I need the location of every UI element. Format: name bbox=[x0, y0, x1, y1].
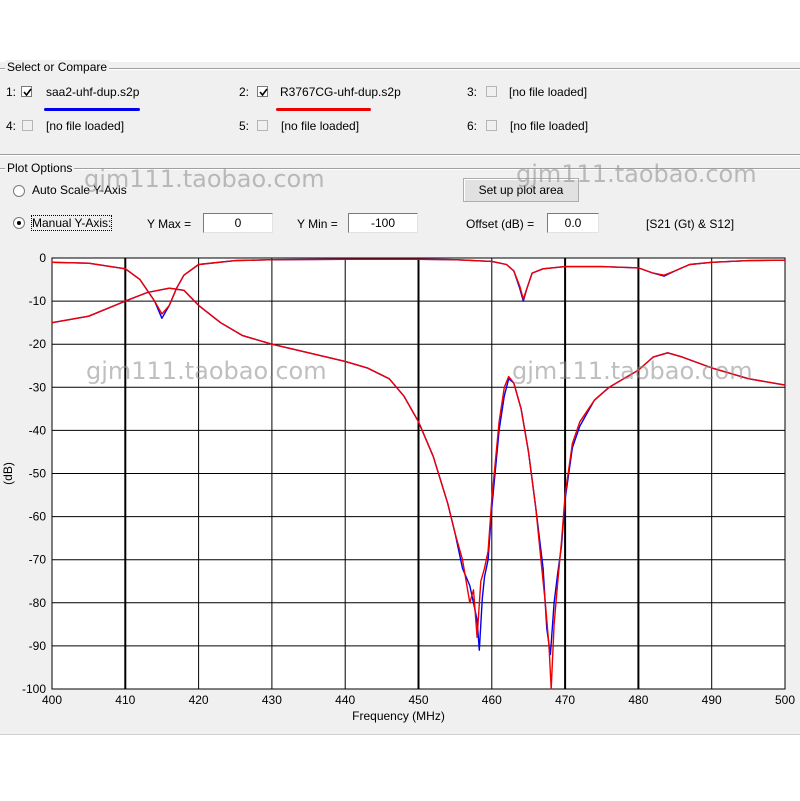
setup-plot-area-button[interactable]: Set up plot area bbox=[463, 178, 579, 202]
y-tick-label: -100 bbox=[22, 682, 46, 696]
auto-scale-radio[interactable] bbox=[13, 185, 25, 197]
y-tick-label: -40 bbox=[29, 423, 47, 437]
slot-1-color-swatch bbox=[44, 108, 140, 111]
slot-4-checkbox[interactable] bbox=[22, 120, 33, 131]
slot-3-number: 3: bbox=[467, 85, 478, 99]
plot-frame bbox=[51, 257, 786, 690]
x-tick-label: 450 bbox=[408, 693, 428, 707]
x-tick-label: 430 bbox=[262, 693, 282, 707]
x-tick-label: 500 bbox=[775, 693, 795, 707]
slot-2-checkbox[interactable] bbox=[257, 86, 268, 97]
auto-scale-label: Auto Scale Y-Axis bbox=[32, 183, 127, 197]
offset-label: Offset (dB) = bbox=[466, 217, 535, 231]
ymax-input[interactable]: 0 bbox=[203, 213, 273, 233]
y-tick-label: -50 bbox=[29, 467, 47, 481]
x-tick-label: 410 bbox=[115, 693, 135, 707]
slot-2-number: 2: bbox=[239, 85, 250, 99]
y-tick-label: -90 bbox=[29, 639, 47, 653]
ymin-label: Y Min = bbox=[297, 217, 338, 231]
divider-line bbox=[0, 154, 800, 156]
x-tick-label: 470 bbox=[555, 693, 575, 707]
plot-options-panel: Plot Options Auto Scale Y-Axis Manual Y-… bbox=[0, 154, 800, 252]
slot-2-color-swatch bbox=[276, 108, 371, 111]
group-frame-top bbox=[0, 168, 800, 170]
y-tick-label: -60 bbox=[29, 510, 47, 524]
group-frame-top bbox=[0, 68, 800, 70]
top-margin bbox=[0, 0, 800, 62]
checkmark-icon bbox=[23, 88, 32, 97]
plot-options-title: Plot Options bbox=[5, 161, 75, 175]
slot-5-file-label: [no file loaded] bbox=[281, 119, 360, 133]
slot-1-file-label: saa2-uhf-dup.s2p bbox=[46, 85, 140, 99]
slot-6-number: 6: bbox=[467, 119, 478, 133]
plot-area: 400 410 420 430 440 450 460 470 480 490 500 0 -10 -20… bbox=[0, 251, 800, 734]
radio-selected-dot bbox=[17, 221, 21, 225]
x-tick-label: 440 bbox=[335, 693, 355, 707]
series-line-4 bbox=[51, 258, 786, 315]
y-tick-label: -10 bbox=[29, 294, 47, 308]
slot-6-file-label: [no file loaded] bbox=[510, 119, 589, 133]
select-group-title: Select or Compare bbox=[5, 60, 110, 74]
trace-mode-label: [S21 (Gt) & S12] bbox=[646, 217, 735, 231]
checkmark-icon bbox=[259, 88, 268, 97]
select-compare-panel: Select or Compare 1: saa2-uhf-dup.s2p 2:… bbox=[0, 60, 800, 154]
y-tick-label: -70 bbox=[29, 553, 47, 567]
y-tick-label: -20 bbox=[29, 337, 47, 351]
slot-4-file-label: [no file loaded] bbox=[46, 119, 125, 133]
series-line-2 bbox=[51, 287, 786, 690]
ymin-input[interactable]: -100 bbox=[348, 213, 418, 233]
ymax-label: Y Max = bbox=[147, 217, 192, 231]
y-tick-label: -80 bbox=[29, 596, 47, 610]
x-tick-label: 460 bbox=[482, 693, 502, 707]
x-tick-label: 480 bbox=[628, 693, 648, 707]
manual-y-axis-radio[interactable] bbox=[13, 217, 25, 229]
slot-2-file-label: R3767CG-uhf-dup.s2p bbox=[280, 85, 401, 99]
slot-1-checkbox[interactable] bbox=[21, 86, 32, 97]
slot-5-number: 5: bbox=[239, 119, 250, 133]
x-axis-label: Frequency (MHz) bbox=[352, 709, 445, 723]
slot-5-checkbox[interactable] bbox=[257, 120, 268, 131]
y-tick-label: -30 bbox=[29, 380, 47, 394]
offset-input[interactable]: 0.0 bbox=[547, 213, 599, 233]
manual-y-axis-label: Manual Y-Axis: bbox=[30, 215, 113, 231]
slot-6-checkbox[interactable] bbox=[486, 120, 497, 131]
y-axis-label: (dB) bbox=[1, 462, 15, 485]
y-tick-label: 0 bbox=[39, 252, 46, 265]
frequency-response-chart: 400 410 420 430 440 450 460 470 480 490 500 0 -10 -20… bbox=[1, 251, 795, 723]
slot-1-number: 1: bbox=[6, 85, 17, 99]
x-tick-label: 400 bbox=[42, 693, 62, 707]
x-tick-label: 420 bbox=[189, 693, 209, 707]
slot-3-checkbox[interactable] bbox=[486, 86, 497, 97]
bottom-margin bbox=[0, 734, 800, 801]
slot-3-file-label: [no file loaded] bbox=[509, 85, 588, 99]
slot-4-number: 4: bbox=[6, 119, 17, 133]
x-tick-label: 490 bbox=[702, 693, 722, 707]
